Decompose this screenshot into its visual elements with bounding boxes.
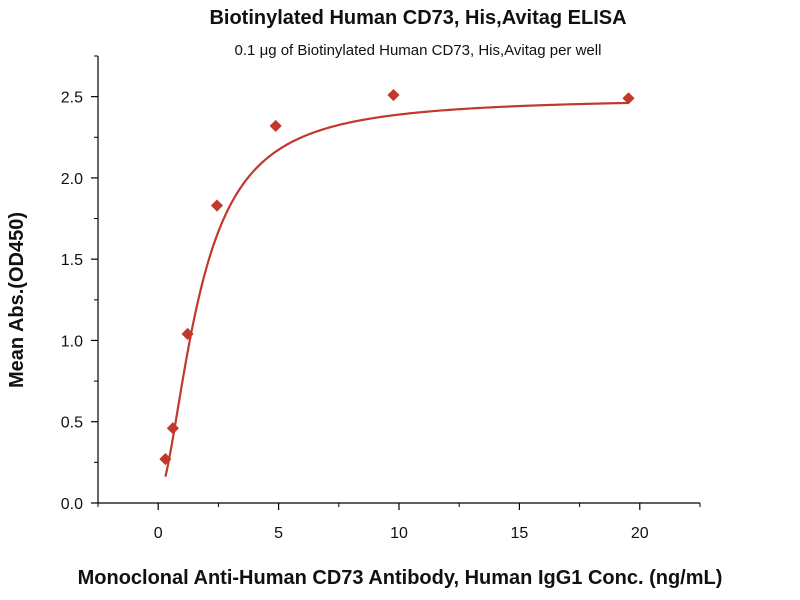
y-tick-label: 1.0	[61, 333, 83, 350]
data-point	[159, 453, 172, 466]
y-tick-label: 1.5	[61, 252, 83, 269]
fit-curve	[164, 101, 629, 477]
fit-curve-group	[164, 101, 629, 477]
y-tick-label: 0.0	[61, 496, 83, 513]
x-tick-label: 20	[631, 525, 649, 542]
x-tick-label: 10	[390, 525, 408, 542]
ticks: 0 5 10 15 20 0.0 0.5 1.0 1.5 2.0 2.5	[61, 55, 701, 542]
x-tick-label: 5	[274, 525, 283, 542]
x-axis-label: Monoclonal Anti-Human CD73 Antibody, Hum…	[78, 567, 723, 589]
y-tick-label: 2.5	[61, 90, 83, 107]
x-tick-label: 15	[511, 525, 529, 542]
data-point	[622, 92, 635, 105]
y-tick-label: 0.5	[61, 415, 83, 432]
chart-subtitle: 0.1 μg of Biotinylated Human CD73, His,A…	[235, 42, 602, 59]
y-tick-label: 2.0	[61, 171, 83, 188]
data-point	[166, 422, 179, 435]
y-axis-label: Mean Abs.(OD450)	[6, 212, 28, 388]
data-point	[210, 199, 224, 212]
data-point	[387, 88, 400, 102]
data-point	[269, 119, 282, 132]
data-points	[159, 88, 635, 466]
chart-title: Biotinylated Human CD73, His,Avitag ELIS…	[209, 7, 626, 29]
data-point	[181, 327, 194, 341]
x-tick-label: 0	[154, 525, 163, 542]
axes	[97, 56, 700, 504]
